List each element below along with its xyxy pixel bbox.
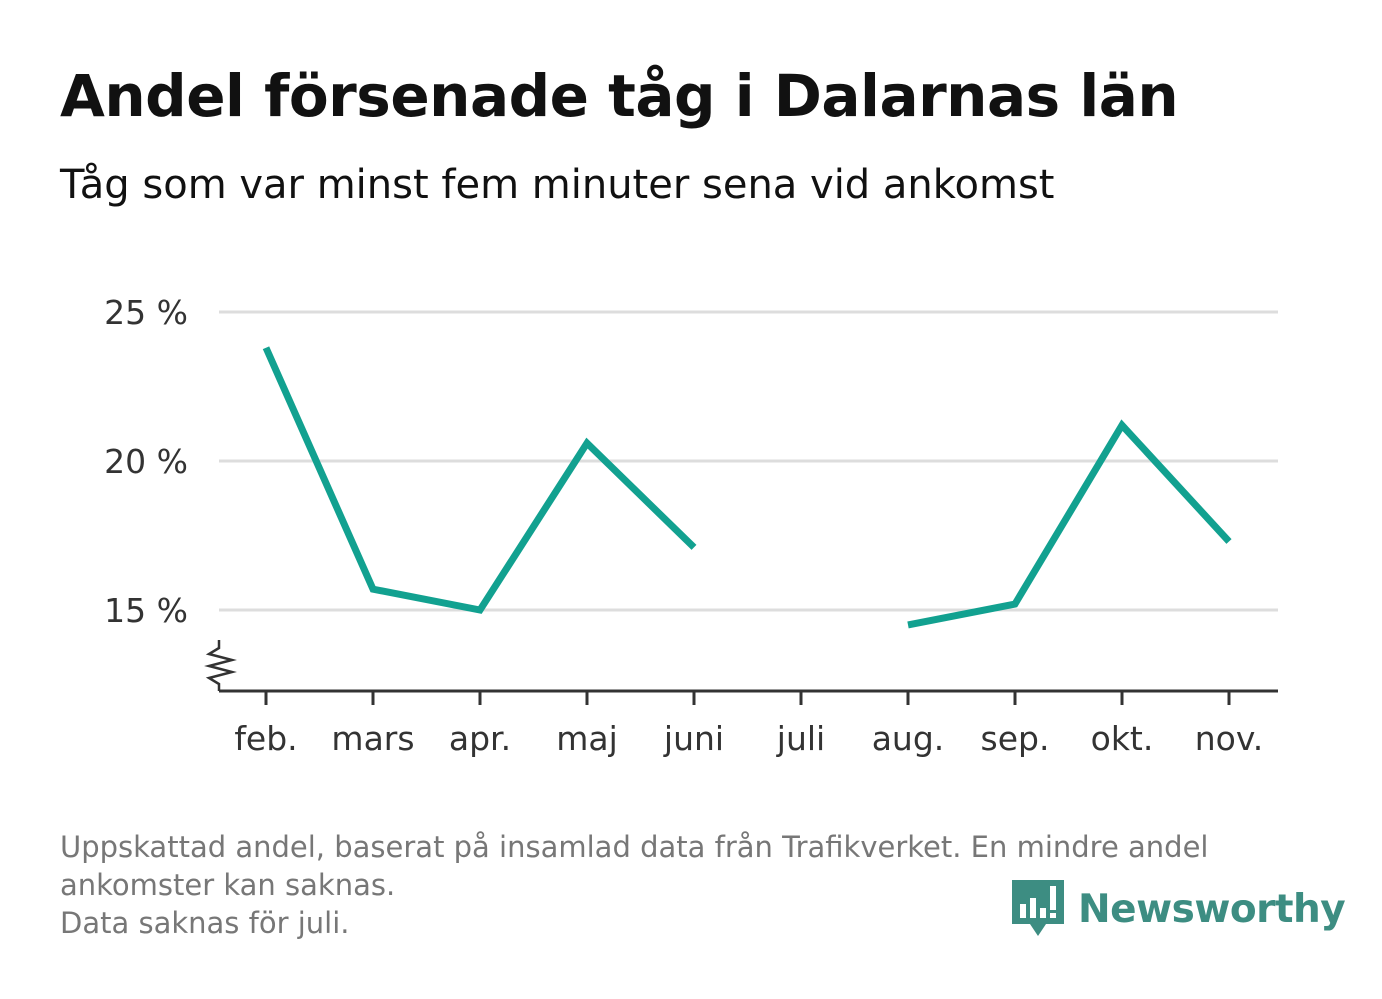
x-tick-label: aug. <box>872 719 945 758</box>
footnote-line-3: Data saknas för juli. <box>60 906 350 940</box>
footnote: Uppskattad andel, baserat på insamlad da… <box>60 828 1320 942</box>
series-line <box>907 419 1232 629</box>
x-tick-label: apr. <box>449 719 511 758</box>
x-tick-label: nov. <box>1195 719 1264 758</box>
series-line <box>262 346 697 614</box>
series-lines <box>262 346 1232 629</box>
footnote-line-1: Uppskattad andel, baserat på insamlad da… <box>60 830 1209 864</box>
x-tick-label: mars <box>331 719 414 758</box>
y-tick-label: 25 % <box>104 293 188 332</box>
x-axis-tick-labels: feb. mars apr. maj juni juli aug. sep. okt. nov. <box>234 719 1263 758</box>
x-tick-label: juli <box>776 719 825 758</box>
x-tick-label: juni <box>663 719 724 758</box>
x-axis <box>204 640 1278 705</box>
gridlines <box>219 310 1278 612</box>
x-tick-label: maj <box>556 719 618 758</box>
newsworthy-logo: Newsworthy <box>1010 878 1346 940</box>
chart-title: Andel försenade tåg i Dalarnas län <box>60 62 1179 130</box>
y-axis-tick-labels: 15 % 20 % 25 % <box>104 293 188 630</box>
y-tick-label: 20 % <box>104 442 188 481</box>
chart-subtitle: Tåg som var minst fem minuter sena vid a… <box>60 162 1055 208</box>
footnote-line-2: ankomster kan saknas. <box>60 868 396 902</box>
x-tick-label: okt. <box>1091 719 1154 758</box>
x-tick-label: feb. <box>234 719 297 758</box>
x-tick-label: sep. <box>981 719 1050 758</box>
y-tick-label: 15 % <box>104 591 188 630</box>
logo-text: Newsworthy <box>1078 886 1346 932</box>
bar-chart-speech-bubble-icon <box>1012 880 1064 936</box>
axis-break-icon <box>204 640 237 691</box>
